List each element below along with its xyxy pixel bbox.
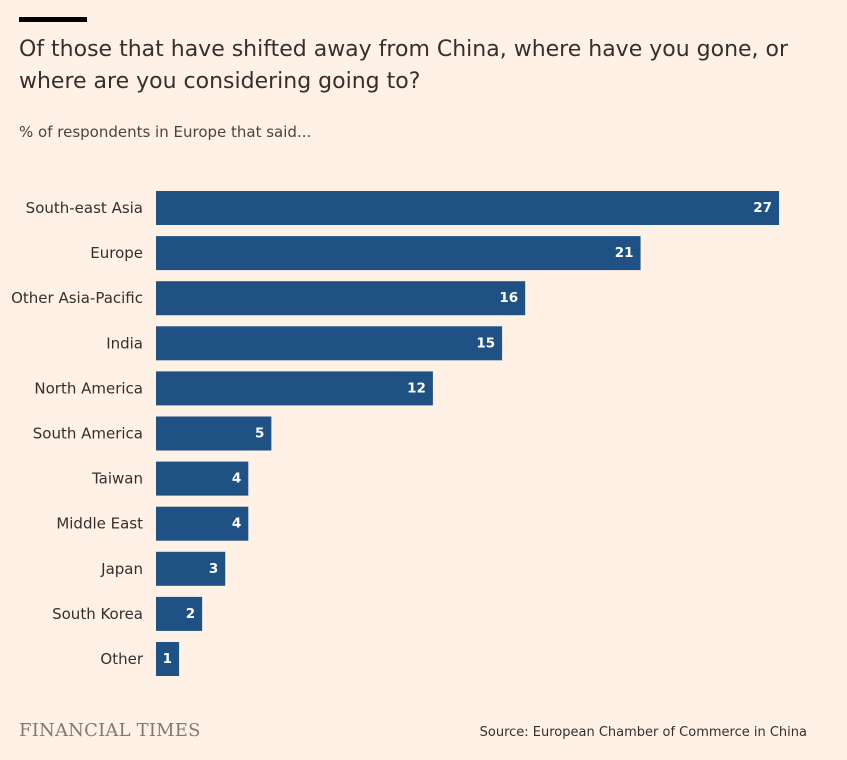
source-note: Source: European Chamber of Commerce in … [479,725,807,740]
data-label: 12 [407,380,426,396]
category-label: Middle East [56,515,143,533]
bar [156,551,226,586]
data-label: 4 [232,516,241,532]
category-label: Other Asia-Pacific [11,289,143,307]
data-label: 1 [163,651,172,667]
data-label: 27 [753,200,772,216]
chart-title: Of those that have shifted away from Chi… [19,37,789,94]
bar [156,326,503,361]
category-label: Europe [90,244,143,262]
data-label: 5 [255,426,264,442]
category-label: South-east Asia [26,199,143,217]
category-label: Japan [100,560,143,578]
bar [156,416,272,451]
chart-subtitle: % of respondents in Europe that said... [19,123,312,141]
data-label: 21 [615,245,634,261]
bar [156,191,779,225]
category-label: Other [100,650,143,668]
data-label: 15 [476,335,495,351]
bar [156,281,526,316]
data-label: 3 [209,561,218,577]
category-label: India [106,334,143,352]
category-label: South Korea [52,605,143,623]
data-label: 4 [232,471,241,487]
category-label: North America [34,379,143,397]
category-label: South America [33,425,143,443]
financial-times-logo: FINANCIAL TIMES [19,720,201,741]
category-label: Taiwan [91,470,143,488]
bar [156,596,203,631]
bar [156,642,180,676]
bar [156,371,433,406]
bar [156,506,249,541]
bar [156,236,641,271]
data-label: 16 [499,290,518,306]
top-rule [19,17,87,22]
data-label: 2 [186,606,195,622]
bar [156,461,249,496]
